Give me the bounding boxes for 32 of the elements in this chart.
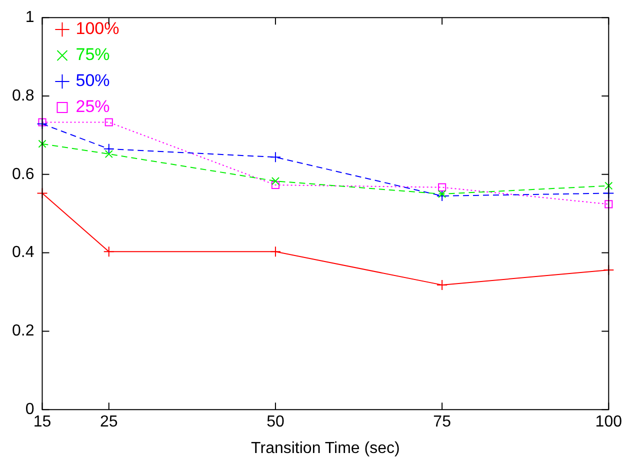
y-tick-label: 1 (25, 9, 34, 26)
y-tick-label: 0.2 (12, 322, 34, 340)
x-tick-label: 15 (33, 414, 52, 431)
legend-label: 50% (76, 71, 110, 90)
point (438, 190, 446, 198)
point (436, 279, 448, 290)
x-tick-label: 100 (595, 414, 622, 431)
point (38, 140, 46, 148)
point (270, 246, 281, 258)
y-tick-label: 0.8 (12, 87, 34, 104)
point (104, 118, 113, 126)
y-tick-label: 0 (25, 401, 34, 418)
legend-label: 25% (76, 97, 110, 116)
x-tick-label: 50 (266, 414, 284, 431)
point (436, 190, 448, 202)
point (270, 152, 281, 163)
point (104, 150, 113, 158)
point (271, 177, 280, 186)
point (103, 143, 114, 154)
y-tick-label: 0.4 (12, 244, 34, 262)
point (38, 118, 46, 126)
point (438, 183, 446, 192)
point (103, 246, 114, 258)
legend-label: 75% (76, 45, 110, 64)
y-tick-label: 0.6 (12, 166, 34, 183)
x-axis-title: Transition Time (sec) (251, 440, 400, 457)
legend-label: 100% (76, 19, 120, 38)
point (271, 180, 280, 190)
point (604, 200, 613, 208)
x-tick-label: 25 (100, 414, 118, 431)
point (604, 182, 613, 190)
x-tick-label: 75 (433, 414, 452, 431)
